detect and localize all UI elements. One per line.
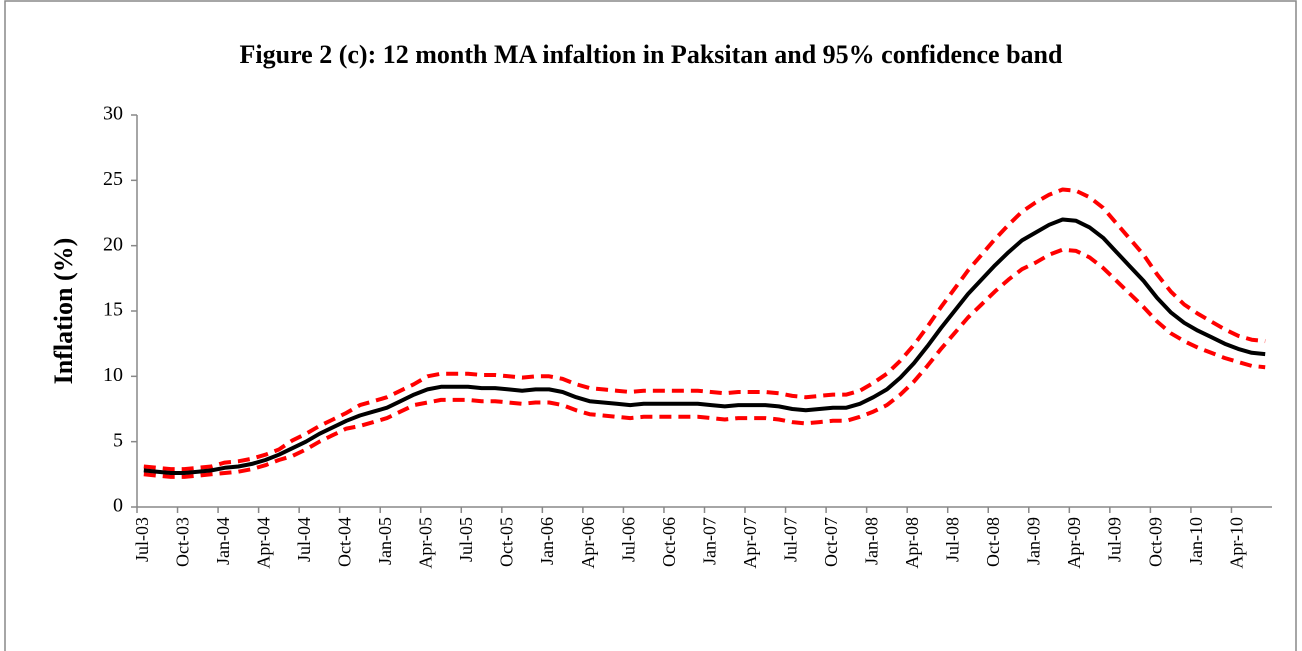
- x-tick-label: Jan-08: [862, 517, 882, 565]
- chart-frame: [4, 0, 1297, 651]
- y-tick-label: 0: [113, 495, 123, 517]
- x-tick-label: Jul-08: [943, 517, 963, 562]
- series-line: [143, 247, 1266, 479]
- x-tick-label: Apr-07: [740, 517, 760, 569]
- x-tick-label: Oct-05: [497, 517, 517, 567]
- y-tick-label: 25: [103, 168, 123, 190]
- x-tick-label: Jan-05: [375, 517, 395, 565]
- x-tick-label: Apr-04: [253, 517, 273, 569]
- x-tick-label: Apr-09: [1064, 517, 1084, 569]
- x-tick-label: Jul-05: [456, 517, 476, 562]
- y-tick-label: 15: [103, 299, 123, 321]
- x-tick-label: Apr-05: [416, 517, 436, 569]
- chart-title: Figure 2 (c): 12 month MA infaltion in P…: [240, 40, 1063, 69]
- x-tick-label: Oct-09: [1145, 517, 1165, 567]
- x-tick-label: Jul-09: [1105, 517, 1125, 562]
- x-tick-label: Jul-04: [294, 517, 314, 562]
- x-tick-label: Jul-06: [618, 517, 638, 562]
- x-tick-label: Jan-04: [213, 517, 233, 565]
- x-tick-label: Oct-03: [172, 517, 192, 567]
- y-tick-label: 30: [103, 103, 123, 125]
- y-tick-label: 20: [103, 233, 123, 255]
- x-tick-label: Oct-04: [335, 517, 355, 567]
- y-tick-label: 10: [103, 364, 123, 386]
- x-tick-label: Apr-06: [578, 517, 598, 569]
- x-tick-label: Jan-09: [1024, 517, 1044, 565]
- x-tick-label: Oct-06: [659, 517, 679, 567]
- x-tick-label: Apr-10: [1226, 517, 1246, 569]
- x-tick-label: Jan-10: [1186, 517, 1206, 565]
- series-line: [143, 217, 1266, 475]
- y-axis-label: Inflation (%): [49, 238, 78, 385]
- x-tick-label: Oct-08: [983, 517, 1003, 567]
- y-tick-label: 5: [113, 429, 123, 451]
- x-tick-label: Oct-07: [821, 517, 841, 567]
- series-line: [143, 187, 1266, 472]
- x-tick-label: Jan-07: [699, 517, 719, 565]
- x-tick-label: Jan-06: [537, 517, 557, 565]
- x-tick-label: Apr-08: [902, 517, 922, 569]
- x-tick-label: Jul-07: [780, 517, 800, 562]
- x-tick-label: Jul-03: [132, 517, 152, 562]
